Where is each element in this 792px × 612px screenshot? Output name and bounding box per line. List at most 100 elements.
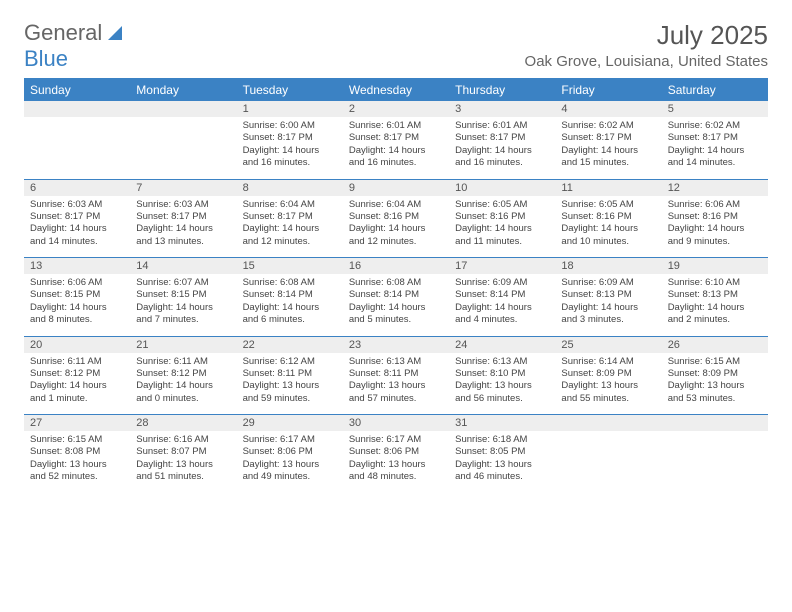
sunrise-line: Sunrise: 6:06 AM [30, 277, 124, 289]
sunrise-line: Sunrise: 6:05 AM [455, 199, 549, 211]
day-content-cell: Sunrise: 6:09 AMSunset: 8:13 PMDaylight:… [555, 274, 661, 336]
col-tuesday: Tuesday [237, 80, 343, 101]
sunset-line: Sunset: 8:15 PM [30, 289, 124, 301]
sunrise-line: Sunrise: 6:10 AM [668, 277, 762, 289]
calendar-table: Sunday Monday Tuesday Wednesday Thursday… [24, 80, 768, 493]
sunset-line: Sunset: 8:14 PM [349, 289, 443, 301]
daylight-line: Daylight: 14 hours and 5 minutes. [349, 302, 443, 327]
sunrise-line: Sunrise: 6:02 AM [668, 120, 762, 132]
daynum-cell: 12 [662, 179, 768, 196]
day-content-cell: Sunrise: 6:17 AMSunset: 8:06 PMDaylight:… [343, 431, 449, 493]
day-content-cell: Sunrise: 6:06 AMSunset: 8:15 PMDaylight:… [24, 274, 130, 336]
sunrise-line: Sunrise: 6:12 AM [243, 356, 337, 368]
day-content-cell: Sunrise: 6:17 AMSunset: 8:06 PMDaylight:… [237, 431, 343, 493]
sunset-line: Sunset: 8:17 PM [243, 211, 337, 223]
sunset-line: Sunset: 8:06 PM [349, 446, 443, 458]
daynum-cell: 29 [237, 415, 343, 432]
daylight-line: Daylight: 14 hours and 13 minutes. [136, 223, 230, 248]
week-1-content-row: Sunrise: 6:03 AMSunset: 8:17 PMDaylight:… [24, 196, 768, 258]
day-content-cell: Sunrise: 6:13 AMSunset: 8:11 PMDaylight:… [343, 353, 449, 415]
daynum-cell: 9 [343, 179, 449, 196]
week-4-daynum-row: 2728293031 [24, 415, 768, 432]
sunset-line: Sunset: 8:09 PM [561, 368, 655, 380]
daylight-line: Daylight: 14 hours and 11 minutes. [455, 223, 549, 248]
sunrise-line: Sunrise: 6:04 AM [349, 199, 443, 211]
sunset-line: Sunset: 8:13 PM [561, 289, 655, 301]
daynum-cell: 23 [343, 336, 449, 353]
sunrise-line: Sunrise: 6:09 AM [455, 277, 549, 289]
daylight-line: Daylight: 14 hours and 16 minutes. [455, 145, 549, 170]
logo-text-general: General [24, 20, 102, 45]
sunset-line: Sunset: 8:11 PM [243, 368, 337, 380]
sunset-line: Sunset: 8:16 PM [668, 211, 762, 223]
sunset-line: Sunset: 8:10 PM [455, 368, 549, 380]
sunrise-line: Sunrise: 6:01 AM [455, 120, 549, 132]
sunset-line: Sunset: 8:16 PM [561, 211, 655, 223]
daylight-line: Daylight: 14 hours and 6 minutes. [243, 302, 337, 327]
sunrise-line: Sunrise: 6:09 AM [561, 277, 655, 289]
daylight-line: Daylight: 13 hours and 56 minutes. [455, 380, 549, 405]
daylight-line: Daylight: 14 hours and 12 minutes. [243, 223, 337, 248]
daynum-cell: 28 [130, 415, 236, 432]
day-content-cell: Sunrise: 6:11 AMSunset: 8:12 PMDaylight:… [24, 353, 130, 415]
week-2-content-row: Sunrise: 6:06 AMSunset: 8:15 PM Daylight:… [24, 274, 768, 336]
daynum-cell [662, 415, 768, 432]
calendar-body: 12345Sunrise: 6:00 AMSunset: 8:17 PMDayl… [24, 101, 768, 494]
sunset-line: Sunset: 8:11 PM [349, 368, 443, 380]
sunrise-line: Sunrise: 6:03 AM [30, 199, 124, 211]
sunrise-line: Sunrise: 6:08 AM [243, 277, 337, 289]
daylight-line: Daylight: 14 hours and 16 minutes. [243, 145, 337, 170]
daylight-line: Daylight: 14 hours and 9 minutes. [668, 223, 762, 248]
day-content-cell: Sunrise: 6:02 AMSunset: 8:17 PMDaylight:… [555, 117, 661, 179]
sunrise-line: Sunrise: 6:07 AM [136, 277, 230, 289]
sunrise-line: Sunrise: 6:04 AM [243, 199, 337, 211]
sunrise-line: Sunrise: 6:18 AM [455, 434, 549, 446]
daylight-line: Daylight: 13 hours and 57 minutes. [349, 380, 443, 405]
daylight-line: Daylight: 14 hours and 7 minutes. [136, 302, 230, 327]
day-content-cell: Sunrise: 6:10 AMSunset: 8:13 PMDaylight:… [662, 274, 768, 336]
day-content-cell [662, 431, 768, 493]
daylight-line: Daylight: 14 hours and 3 minutes. [561, 302, 655, 327]
daylight-line: Daylight: 13 hours and 52 minutes. [30, 459, 124, 484]
sunrise-line: Sunrise: 6:13 AM [349, 356, 443, 368]
sunrise-line: Sunrise: 6:15 AM [668, 356, 762, 368]
day-content-cell: Sunrise: 6:09 AMSunset: 8:14 PMDaylight:… [449, 274, 555, 336]
day-content-cell: Sunrise: 6:00 AMSunset: 8:17 PMDaylight:… [237, 117, 343, 179]
day-content-cell [24, 117, 130, 179]
day-content-cell: Sunrise: 6:01 AMSunset: 8:17 PMDaylight:… [343, 117, 449, 179]
title-block: July 2025 Oak Grove, Louisiana, United S… [525, 20, 768, 70]
week-4-content-row: Sunrise: 6:15 AMSunset: 8:08 PMDaylight:… [24, 431, 768, 493]
sunset-line: Sunset: 8:17 PM [30, 211, 124, 223]
day-content-cell: Sunrise: 6:12 AMSunset: 8:11 PMDaylight:… [237, 353, 343, 415]
daynum-cell: 30 [343, 415, 449, 432]
day-content-cell: Sunrise: 6:16 AMSunset: 8:07 PMDaylight:… [130, 431, 236, 493]
day-content-cell: Sunrise: 6:15 AMSunset: 8:09 PMDaylight:… [662, 353, 768, 415]
sunrise-line: Sunrise: 6:02 AM [561, 120, 655, 132]
logo-text-blue: Blue [24, 46, 68, 71]
sunset-line: Sunset: 8:14 PM [455, 289, 549, 301]
daynum-cell: 15 [237, 258, 343, 275]
daynum-cell: 1 [237, 101, 343, 118]
daylight-line: Daylight: 14 hours and 0 minutes. [136, 380, 230, 405]
week-0-content-row: Sunrise: 6:00 AMSunset: 8:17 PMDaylight:… [24, 117, 768, 179]
sunset-line: Sunset: 8:17 PM [349, 132, 443, 144]
sunrise-line: Sunrise: 6:08 AM [349, 277, 443, 289]
sunset-line: Sunset: 8:17 PM [136, 211, 230, 223]
daynum-cell: 11 [555, 179, 661, 196]
daylight-line: Daylight: 13 hours and 46 minutes. [455, 459, 549, 484]
header: GeneralBlue July 2025 Oak Grove, Louisia… [24, 20, 768, 72]
day-content-cell: Sunrise: 6:08 AMSunset: 8:14 PMDaylight:… [237, 274, 343, 336]
daylight-line: Daylight: 14 hours and 16 minutes. [349, 145, 443, 170]
sunrise-line: Sunrise: 6:16 AM [136, 434, 230, 446]
sunrise-line: Sunrise: 6:06 AM [668, 199, 762, 211]
daynum-cell: 19 [662, 258, 768, 275]
daynum-cell [555, 415, 661, 432]
daynum-cell [130, 101, 236, 118]
sunrise-line: Sunrise: 6:00 AM [243, 120, 337, 132]
day-content-cell: Sunrise: 6:05 AMSunset: 8:16 PMDaylight:… [555, 196, 661, 258]
daylight-line: Daylight: 13 hours and 51 minutes. [136, 459, 230, 484]
daylight-line: Daylight: 13 hours and 55 minutes. [561, 380, 655, 405]
daylight-line: Daylight: 13 hours and 49 minutes. [243, 459, 337, 484]
daylight-line: Daylight: 14 hours and 2 minutes. [668, 302, 762, 327]
sunrise-line: Sunrise: 6:05 AM [561, 199, 655, 211]
